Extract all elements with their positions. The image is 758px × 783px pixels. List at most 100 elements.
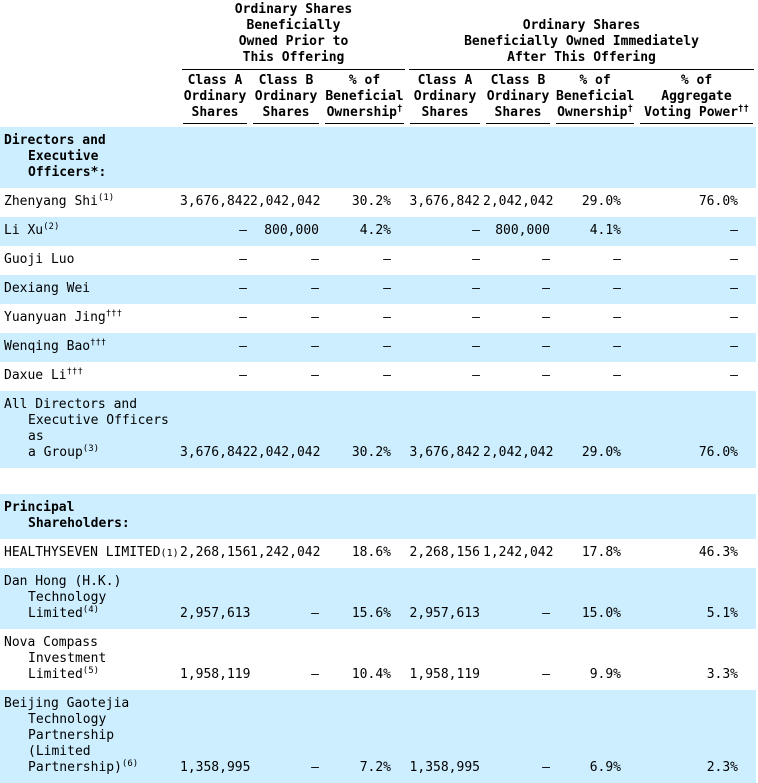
cell-value: 4.2% bbox=[322, 217, 407, 246]
cell-value: — bbox=[483, 304, 553, 333]
cell-value: 800,000 bbox=[250, 217, 322, 246]
cell-value: 30.2% bbox=[322, 391, 407, 468]
column-header-pct-beneficial-after: % of Beneficial Ownership† bbox=[553, 70, 637, 124]
group-title: Ordinary Shares Beneficially Owned Prior t… bbox=[234, 2, 353, 65]
cell-value: 29.0% bbox=[553, 391, 637, 468]
cell-value: 3,676,842 bbox=[180, 188, 250, 217]
cell-value: 2,957,613 bbox=[407, 568, 483, 629]
footnote-marker: (6) bbox=[121, 759, 139, 769]
cell-value: — bbox=[322, 362, 407, 391]
footnote-marker: (4) bbox=[82, 605, 100, 615]
cell-value: 1,242,042 bbox=[250, 539, 322, 568]
cell-value: 5.1% bbox=[637, 568, 756, 629]
cell-value: — bbox=[250, 690, 322, 783]
cell-value bbox=[553, 494, 637, 539]
cell-value bbox=[553, 127, 637, 188]
cell-value bbox=[407, 494, 483, 539]
column-header-label: % of Beneficial Ownership bbox=[325, 73, 404, 120]
cell-value: 2,268,156 bbox=[407, 539, 483, 568]
cell-value: — bbox=[322, 246, 407, 275]
cell-value: — bbox=[407, 275, 483, 304]
cell-value: 3,676,842 bbox=[407, 391, 483, 468]
row-label: Yuanyuan Jing††† bbox=[0, 304, 180, 333]
table-row-healthyseven-limited: HEALTHYSEVEN LIMITED(1) 2,268,156 1,242,… bbox=[0, 539, 756, 568]
cell-value: — bbox=[407, 333, 483, 362]
cell-value: 18.6% bbox=[322, 539, 407, 568]
section-spacer-row bbox=[0, 468, 756, 494]
cell-value: 1,958,119 bbox=[180, 629, 250, 690]
cell-value: 7.2% bbox=[322, 690, 407, 783]
cell-value: — bbox=[250, 362, 322, 391]
cell-value: — bbox=[180, 304, 250, 333]
row-label: Dexiang Wei bbox=[0, 275, 180, 304]
table-row-dan-hong-technology: Dan Hong (H.K.) Technology Limited(4) 2,9… bbox=[0, 568, 756, 629]
cell-value: — bbox=[483, 629, 553, 690]
group-title: Ordinary Shares Beneficially Owned Immedi… bbox=[464, 18, 699, 65]
cell-value: 2,268,156 bbox=[180, 539, 250, 568]
cell-value: 1,958,119 bbox=[407, 629, 483, 690]
column-header-pct-voting-power: % of Aggregate Voting Power†† bbox=[637, 70, 756, 124]
cell-value: 30.2% bbox=[322, 188, 407, 217]
column-header-label: % of Aggregate Voting Power bbox=[644, 73, 739, 120]
cell-value bbox=[180, 494, 250, 539]
triple-dagger-footnote-marker: ††† bbox=[105, 309, 123, 319]
column-header-classA-prior: Class A Ordinary Shares bbox=[180, 70, 250, 124]
cell-value: 3.3% bbox=[637, 629, 756, 690]
cell-value: 9.9% bbox=[553, 629, 637, 690]
cell-value: — bbox=[553, 275, 637, 304]
table-row-guoji-luo: Guoji Luo — — — — — — — bbox=[0, 246, 756, 275]
row-label: Wenqing Bao††† bbox=[0, 333, 180, 362]
cell-value: 1,242,042 bbox=[483, 539, 553, 568]
cell-value: 3,676,842 bbox=[407, 188, 483, 217]
cell-value: 4.1% bbox=[553, 217, 637, 246]
cell-value: 2.3% bbox=[637, 690, 756, 783]
row-label: Guoji Luo bbox=[0, 246, 180, 275]
table-row-yuanyuan-jing: Yuanyuan Jing††† — — — — — — — bbox=[0, 304, 756, 333]
cell-value: 17.8% bbox=[553, 539, 637, 568]
table-row-dexiang-wei: Dexiang Wei — — — — — — — bbox=[0, 275, 756, 304]
cell-value: — bbox=[407, 217, 483, 246]
cell-value: — bbox=[553, 362, 637, 391]
cell-value: — bbox=[407, 362, 483, 391]
section-heading-row-principal-shareholders: Principal Shareholders: bbox=[0, 494, 756, 539]
group-header-row: Ordinary Shares Beneficially Owned Prior t… bbox=[0, 0, 756, 70]
cell-value: 1,358,995 bbox=[180, 690, 250, 783]
column-header-label: Class B Ordinary Shares bbox=[486, 73, 550, 120]
cell-value: 46.3% bbox=[637, 539, 756, 568]
cell-value: — bbox=[553, 304, 637, 333]
cell-value: — bbox=[407, 246, 483, 275]
footnote-marker: (1) bbox=[160, 548, 179, 559]
cell-value bbox=[637, 494, 756, 539]
cell-value: — bbox=[250, 304, 322, 333]
footnote-marker: (3) bbox=[82, 444, 100, 454]
section-heading: Directors and Executive Officers*: bbox=[0, 127, 180, 188]
cell-value: — bbox=[483, 568, 553, 629]
cell-value: — bbox=[322, 304, 407, 333]
column-header-classA-after: Class A Ordinary Shares bbox=[407, 70, 483, 124]
cell-value: — bbox=[483, 690, 553, 783]
cell-value: 1,358,995 bbox=[407, 690, 483, 783]
cell-value: — bbox=[180, 275, 250, 304]
triple-dagger-footnote-marker: ††† bbox=[66, 367, 83, 377]
cell-value: — bbox=[637, 217, 756, 246]
cell-value: — bbox=[180, 333, 250, 362]
footnote-marker: (5) bbox=[82, 666, 100, 676]
cell-value: — bbox=[483, 246, 553, 275]
group-header-after-offering: Ordinary Shares Beneficially Owned Immedi… bbox=[407, 0, 756, 70]
cell-value: — bbox=[250, 275, 322, 304]
section-heading-row-directors: Directors and Executive Officers*: bbox=[0, 127, 756, 188]
row-label: All Directors and Executive Officers as a … bbox=[0, 391, 180, 468]
cell-value: 2,042,042 bbox=[250, 391, 322, 468]
cell-value: — bbox=[483, 275, 553, 304]
table-row-daxue-li: Daxue Li††† — — — — — — — bbox=[0, 362, 756, 391]
cell-value: 2,957,613 bbox=[180, 568, 250, 629]
cell-value: — bbox=[637, 304, 756, 333]
cell-value: — bbox=[553, 333, 637, 362]
row-label: Nova Compass Investment Limited(5) bbox=[0, 629, 180, 690]
cell-value: 3,676,842 bbox=[180, 391, 250, 468]
cell-value: — bbox=[180, 217, 250, 246]
triple-dagger-footnote-marker: ††† bbox=[90, 338, 107, 348]
cell-value: — bbox=[637, 362, 756, 391]
